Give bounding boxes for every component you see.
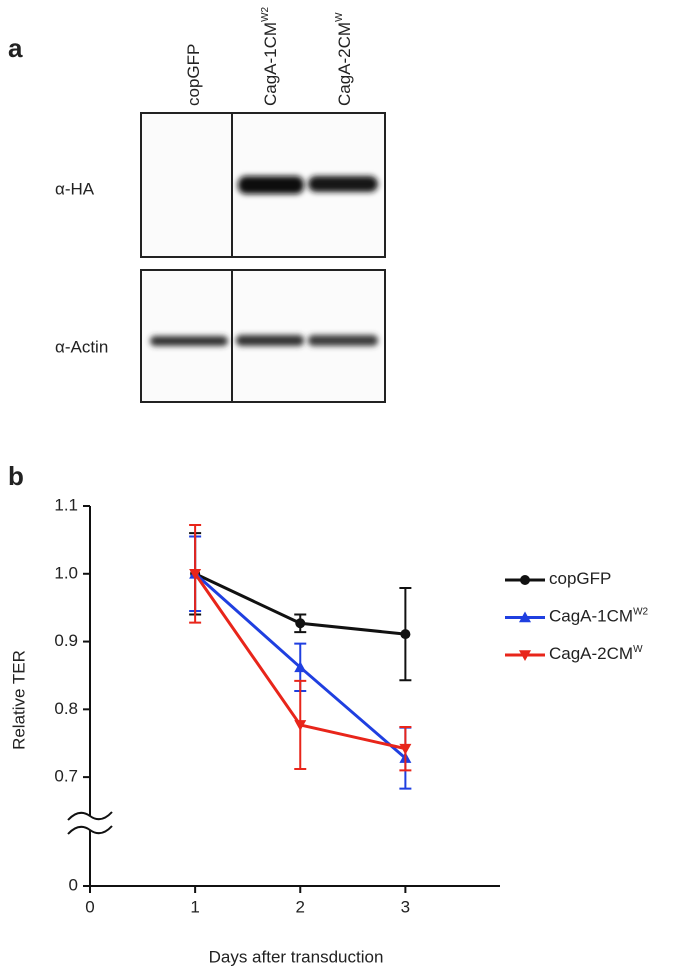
- marker: [294, 661, 307, 673]
- row-label: α-HA: [55, 179, 95, 198]
- y-tick-label: 0: [69, 875, 78, 894]
- marker: [399, 743, 412, 755]
- y-tick-label: 0.9: [54, 631, 78, 650]
- y-tick-label: 1.0: [54, 563, 78, 582]
- lane-label-text: CagA-2CM: [335, 22, 354, 106]
- legend-label: CagA-1CMW2: [549, 606, 649, 626]
- x-axis-label: Days after transduction: [209, 947, 384, 966]
- marker: [400, 629, 411, 640]
- band: [236, 335, 304, 346]
- y-tick-label: 1.1: [54, 495, 78, 514]
- x-tick-label: 3: [401, 897, 410, 916]
- marker: [294, 720, 307, 731]
- band: [308, 335, 378, 346]
- axis-break: [67, 825, 113, 835]
- legend-label: CagA-2CMW: [549, 644, 643, 664]
- y-tick-label: 0.8: [54, 699, 78, 718]
- x-tick-label: 1: [190, 897, 199, 916]
- axis-break: [67, 811, 113, 821]
- legend-marker: [519, 650, 531, 661]
- row-label: α-Actin: [55, 337, 108, 356]
- marker: [189, 568, 202, 580]
- legend-marker: [519, 611, 531, 623]
- lane-label-sup: W2: [260, 6, 271, 21]
- blot-actin: [140, 269, 386, 403]
- y-tick-label: 0.7: [54, 767, 78, 786]
- legend-label: copGFP: [549, 569, 611, 588]
- marker: [295, 618, 306, 629]
- series: [189, 523, 412, 772]
- legend-sup: W2: [633, 606, 648, 617]
- lane-label-sup: W: [334, 12, 345, 22]
- band: [150, 336, 228, 346]
- lane-label-text: copGFP: [184, 44, 203, 106]
- panel-label: b: [8, 461, 24, 491]
- band: [238, 176, 304, 194]
- band: [308, 176, 378, 192]
- lane-label-text: CagA-1CM: [261, 22, 280, 106]
- x-tick-label: 0: [85, 897, 94, 916]
- lane-label: CagA-2CMW: [334, 12, 355, 106]
- legend-marker: [520, 575, 530, 585]
- legend-name: CagA-1CM: [549, 607, 633, 626]
- lane-label: CagA-1CMW2: [260, 6, 281, 106]
- legend-name: CagA-2CM: [549, 644, 633, 663]
- blot-ha: [140, 112, 386, 258]
- lane-label: copGFP: [184, 44, 203, 106]
- legend-name: copGFP: [549, 569, 611, 588]
- y-axis-label: Relative TER: [9, 650, 28, 750]
- x-tick-label: 2: [296, 897, 305, 916]
- panel-label: a: [8, 33, 23, 63]
- legend-sup: W: [633, 644, 643, 655]
